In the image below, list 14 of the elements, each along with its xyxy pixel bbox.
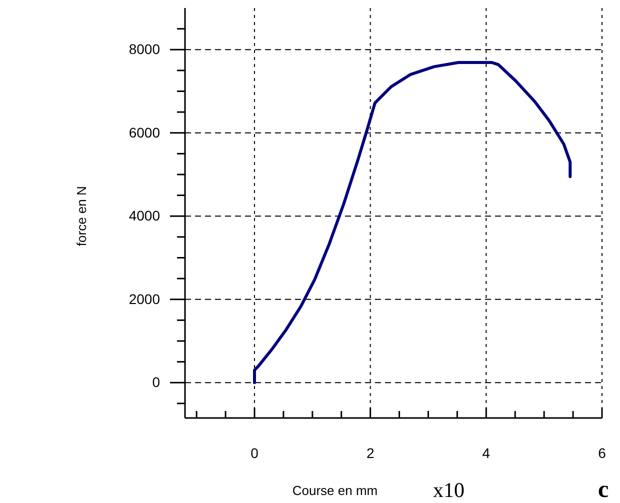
line-series [253,61,572,384]
y-tick-label: 6000 [128,124,160,140]
text: c [598,477,609,503]
y-tick-label: 8000 [128,41,160,58]
x-tick-label: 2 [366,444,374,461]
x-axis-title: Course en mm [292,483,378,498]
y-tick-label: 0 [152,374,160,390]
text: x10 [433,478,464,502]
x-tick-label: 0 [250,444,259,461]
y-axis-title: force en N [74,186,89,246]
y-tick-label: 4000 [128,208,160,224]
y-tick-label: 2000 [128,290,160,307]
x-tick-label: 4 [482,444,490,461]
x-tick-label: 6 [598,444,606,461]
